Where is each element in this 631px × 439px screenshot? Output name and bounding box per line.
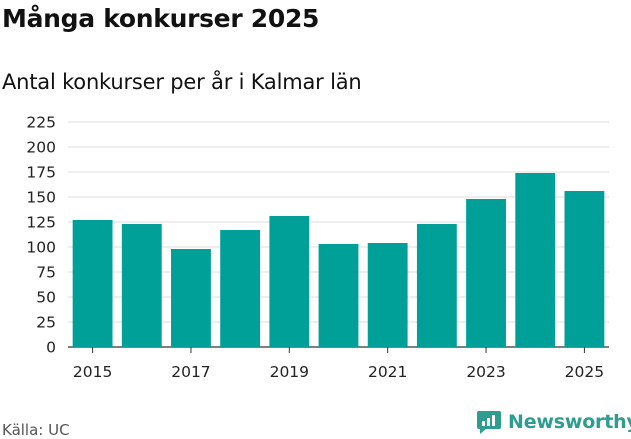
y-tick-label: 125 — [26, 214, 56, 232]
x-axis-ticks: 2015 2017 2019 2021 2023 2025 — [73, 347, 604, 381]
y-tick-label: 75 — [36, 264, 56, 282]
bar-2023 — [466, 199, 506, 347]
bar-2016 — [121, 224, 162, 347]
x-tick-label: 2015 — [73, 363, 112, 381]
y-tick-label: 150 — [26, 189, 56, 207]
x-tick-label: 2025 — [565, 363, 604, 381]
bar-2018 — [220, 230, 261, 347]
x-tick-label: 2019 — [270, 363, 309, 381]
y-tick-label: 0 — [46, 339, 56, 357]
chart-subtitle: Antal konkurser per år i Kalmar län — [2, 70, 362, 94]
brand-name: Newsworthy — [508, 411, 631, 433]
source-note: Källa: UC — [2, 421, 70, 439]
chart-title: Många konkurser 2025 — [2, 4, 320, 33]
bar-2017 — [171, 249, 211, 347]
x-tick-label: 2017 — [171, 363, 210, 381]
y-tick-label: 200 — [26, 139, 56, 157]
bar-2024 — [515, 173, 556, 347]
bar-2019 — [269, 216, 310, 347]
x-tick-label: 2021 — [368, 363, 407, 381]
bars — [72, 173, 605, 347]
y-tick-label: 175 — [26, 164, 56, 182]
y-tick-label: 225 — [26, 114, 56, 132]
x-tick-label: 2023 — [466, 363, 505, 381]
bar-2022 — [416, 224, 457, 347]
newsworthy-logo-icon — [477, 411, 501, 434]
bar-2020 — [318, 244, 359, 347]
y-axis-ticks: 0 25 50 75 100 125 150 175 200 225 — [26, 114, 56, 357]
y-tick-label: 25 — [36, 314, 56, 332]
newsworthy-logo: Newsworthy — [476, 409, 631, 435]
bar-2021 — [367, 243, 408, 347]
bar-2015 — [72, 220, 113, 347]
bar-2025 — [564, 191, 605, 347]
y-tick-label: 50 — [36, 289, 56, 307]
y-tick-label: 100 — [26, 239, 56, 257]
